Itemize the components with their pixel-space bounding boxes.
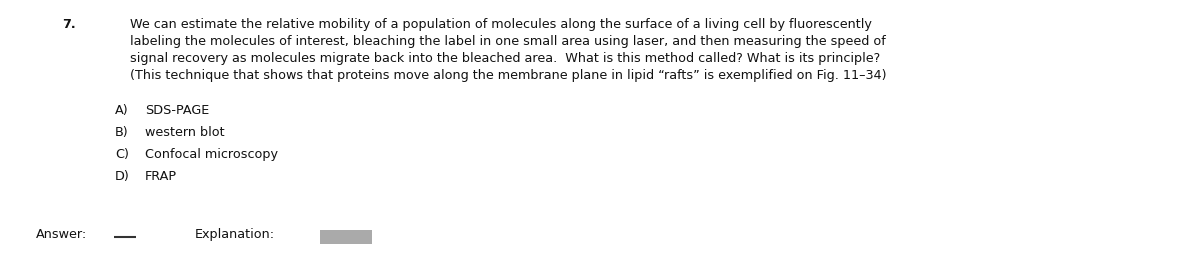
Text: labeling the molecules of interest, bleaching the label in one small area using : labeling the molecules of interest, blea… — [130, 35, 886, 48]
Text: A): A) — [115, 104, 128, 117]
Text: Explanation:: Explanation: — [194, 228, 275, 241]
Text: signal recovery as molecules migrate back into the bleached area.  What is this : signal recovery as molecules migrate bac… — [130, 52, 881, 65]
Text: C): C) — [115, 148, 128, 161]
Text: We can estimate the relative mobility of a population of molecules along the sur: We can estimate the relative mobility of… — [130, 18, 872, 31]
Text: western blot: western blot — [145, 126, 224, 139]
Text: 7.: 7. — [62, 18, 76, 31]
Text: Confocal microscopy: Confocal microscopy — [145, 148, 278, 161]
Text: (This technique that shows that proteins move along the membrane plane in lipid : (This technique that shows that proteins… — [130, 69, 887, 82]
Text: B): B) — [115, 126, 128, 139]
Text: SDS-PAGE: SDS-PAGE — [145, 104, 209, 117]
Text: FRAP: FRAP — [145, 170, 178, 183]
Text: Answer:: Answer: — [36, 228, 88, 241]
Text: D): D) — [115, 170, 130, 183]
